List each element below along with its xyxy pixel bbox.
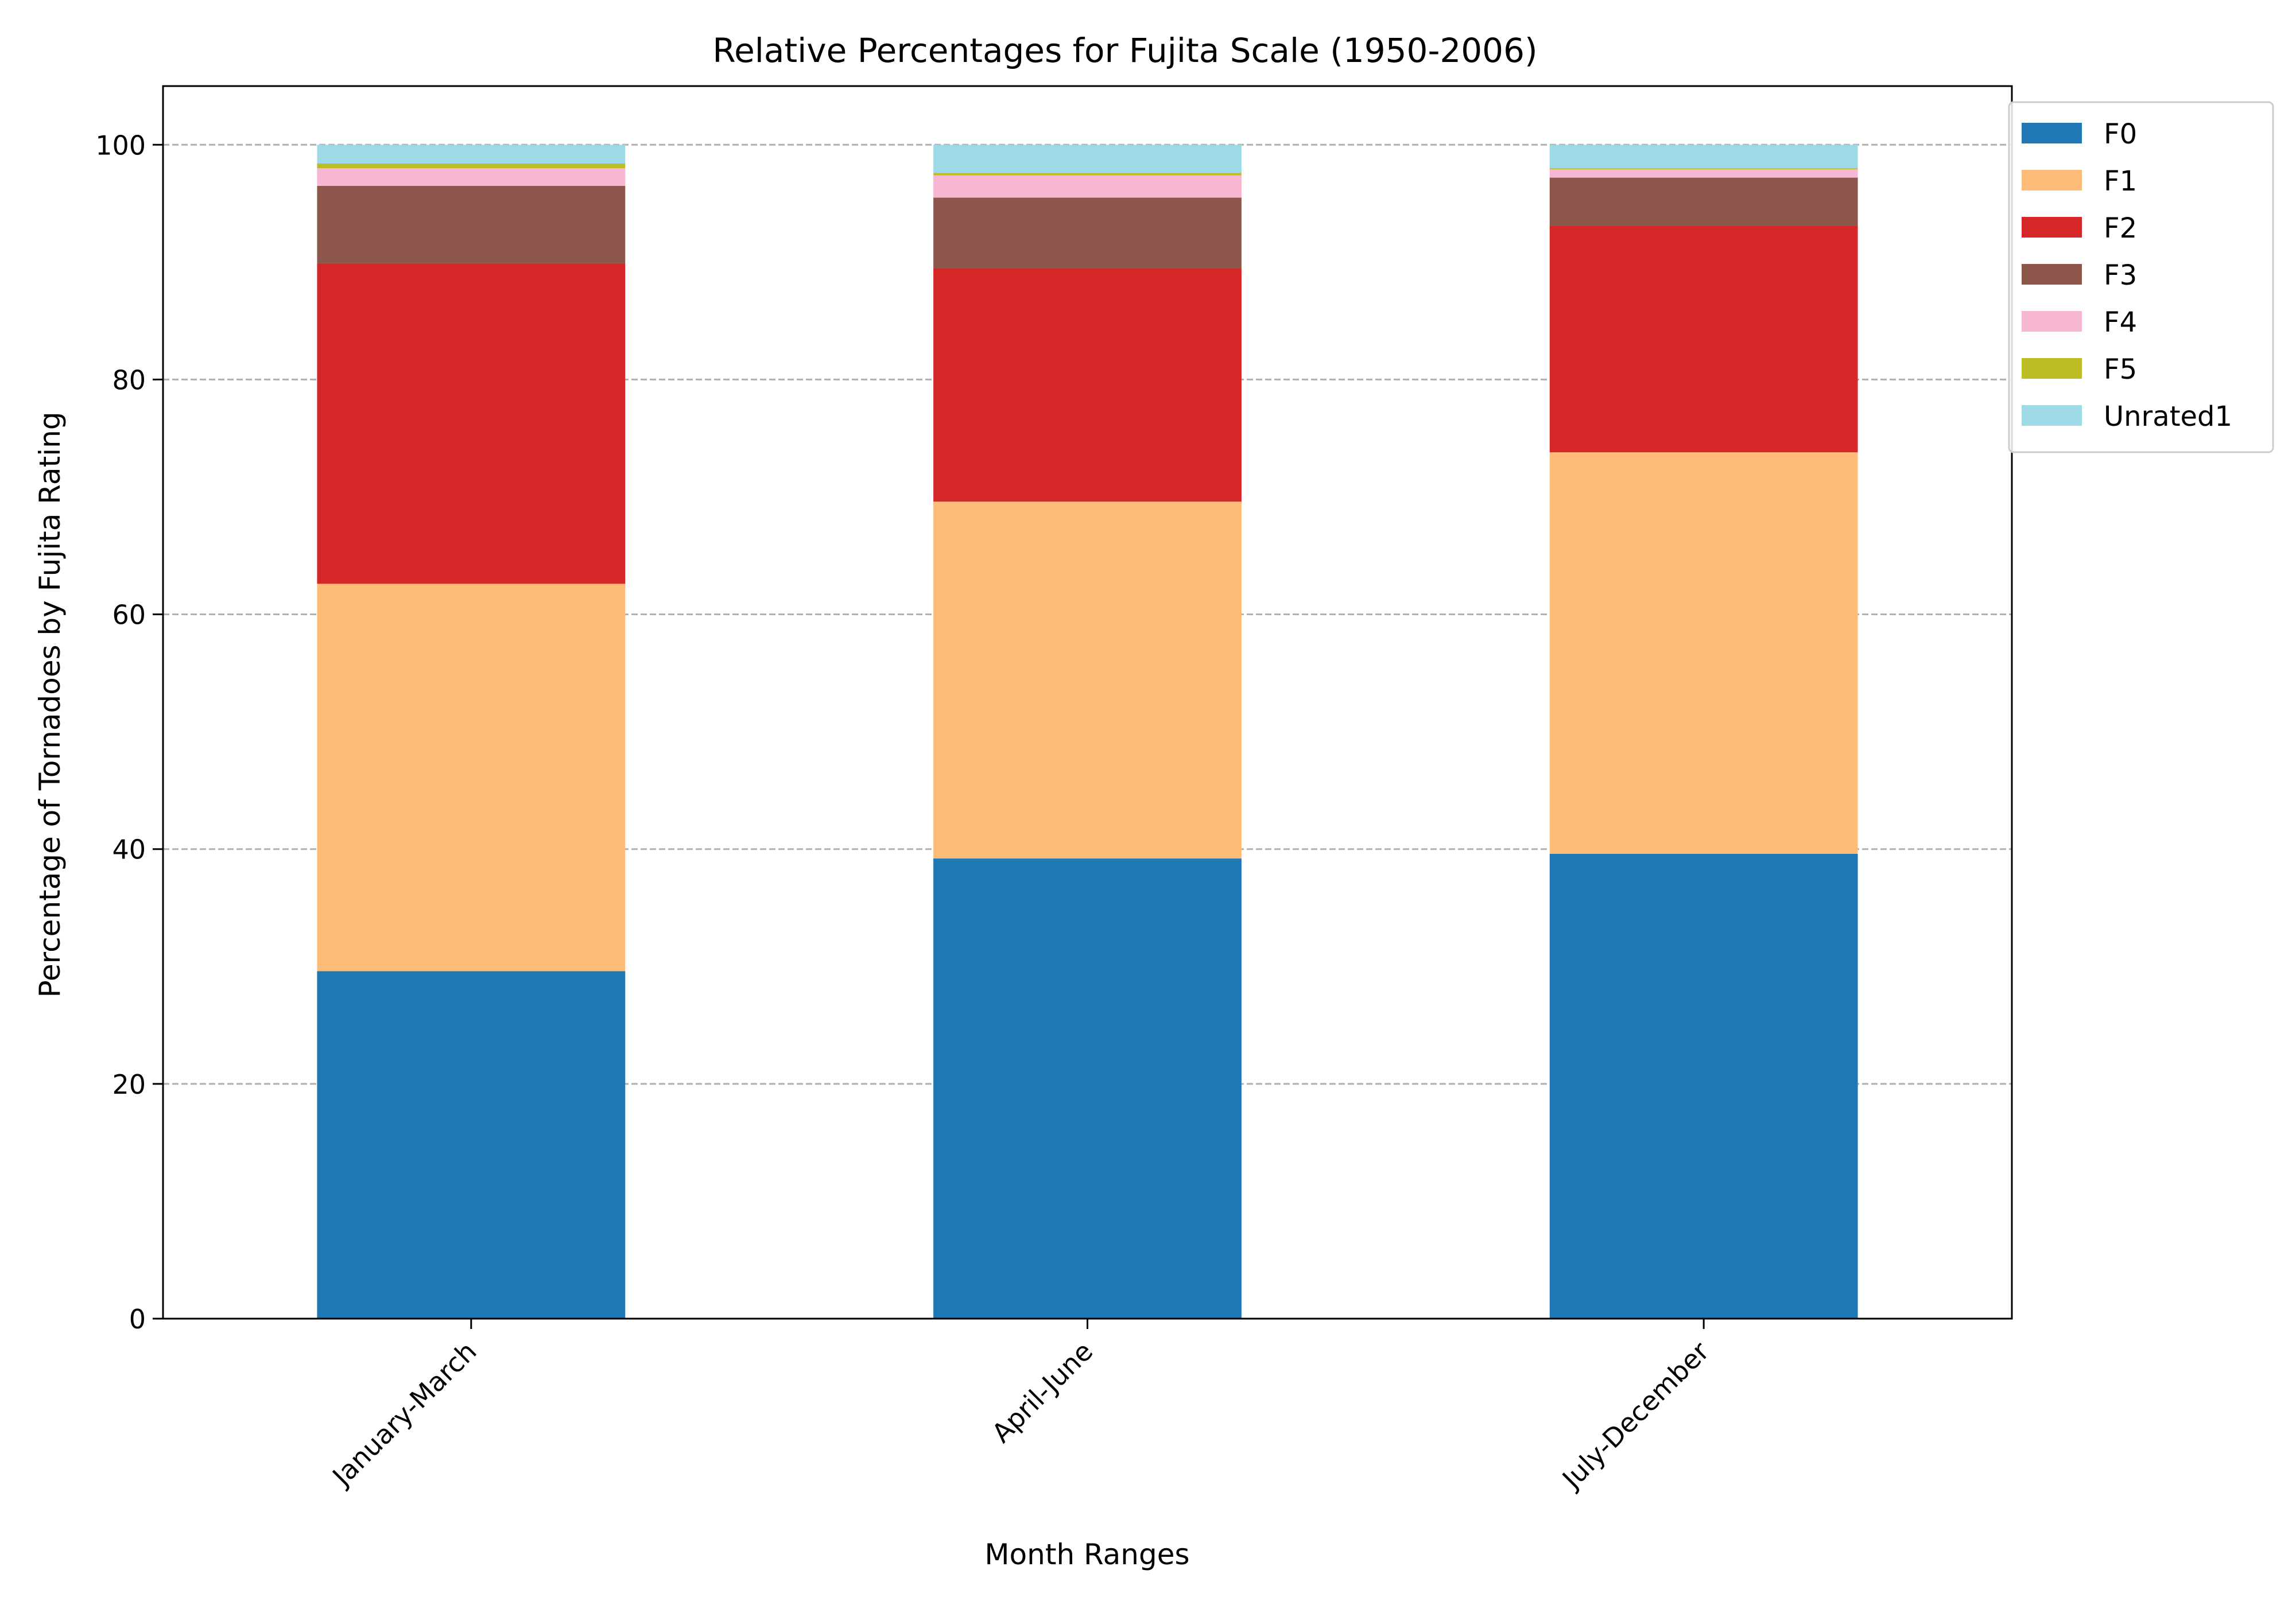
bar-segment-f2-2 [1549,226,1858,453]
chart-title: Relative Percentages for Fujita Scale (1… [712,31,1537,70]
y-tick-label: 100 [95,130,146,161]
legend-label-f1: F1 [2104,165,2137,197]
legend-swatch-f5 [2022,358,2082,379]
bar-segment-f4-2 [1549,169,1858,178]
bar-segment-f0-2 [1549,853,1858,1319]
legend-swatch-f1 [2022,170,2082,191]
legend-swatch-f0 [2022,123,2082,143]
bar-segment-f0-0 [317,971,626,1319]
y-tick-label: 20 [112,1069,146,1100]
legend-label-f2: F2 [2104,212,2137,244]
bar-segment-f5-0 [317,164,626,169]
x-axis-label: Month Ranges [984,1538,1189,1571]
legend-label-unrated1: Unrated1 [2104,401,2232,433]
bar-segment-unrated1-1 [933,145,1242,173]
bar-segment-f2-1 [933,268,1242,502]
bar-segment-f5-2 [1549,168,1858,170]
y-tick-label: 60 [112,600,146,631]
bar-segment-f3-0 [317,185,626,263]
legend-label-f4: F4 [2104,306,2137,339]
bar-segment-f2-0 [317,263,626,584]
x-tick-label: July-December [1555,1336,1715,1496]
bar-segment-f1-2 [1549,452,1858,854]
legend-swatch-f3 [2022,264,2082,285]
bar-segment-f5-1 [933,173,1242,176]
legend-label-f5: F5 [2104,353,2137,386]
x-tick-label: April-June [986,1336,1099,1449]
y-tick-label: 0 [129,1304,146,1335]
bar-segment-f0-1 [933,858,1242,1319]
bar-segment-f4-1 [933,175,1242,198]
y-axis-label: Percentage of Tornadoes by Fujita Rating [33,412,67,998]
bar-segment-f1-0 [317,584,626,971]
bar-segment-f3-2 [1549,177,1858,226]
bar-segment-f4-0 [317,168,626,186]
legend: F0 F1 F2 F3 F4 F5 Unrated1 [2008,101,2274,453]
x-tick-label: January-March [325,1336,483,1493]
y-tick-label: 40 [112,834,146,865]
legend-label-f3: F3 [2104,259,2137,292]
legend-label-f0: F0 [2104,118,2137,150]
y-tick-label: 80 [112,364,146,395]
bar-segment-unrated1-0 [317,145,626,164]
legend-swatch-f2 [2022,217,2082,238]
bar-segment-f1-1 [933,502,1242,859]
legend-swatch-unrated1 [2022,405,2082,426]
bar-segment-unrated1-2 [1549,145,1858,169]
plot-frame [162,85,2013,1320]
legend-swatch-f4 [2022,311,2082,332]
bars [317,145,1858,1319]
bar-segment-f3-1 [933,197,1242,269]
